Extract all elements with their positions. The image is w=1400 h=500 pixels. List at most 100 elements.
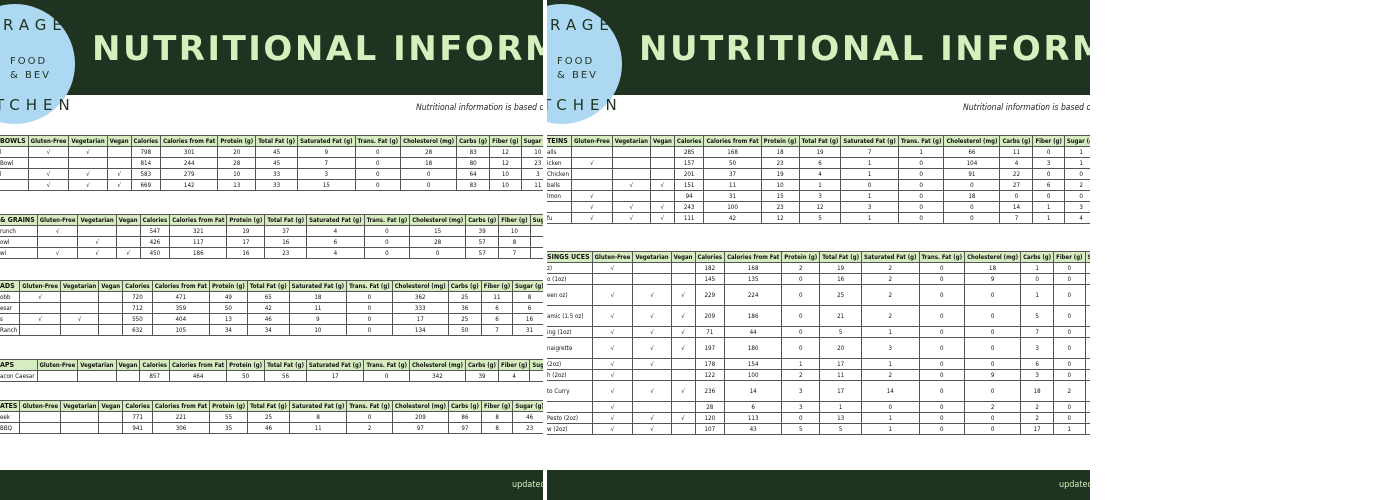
cell-carbs: 3 — [1020, 369, 1055, 381]
cell-cal: 857 — [139, 370, 170, 382]
cell-sat: 2 — [861, 273, 920, 285]
cell-fatcal: 186 — [724, 305, 783, 327]
cell-vegan: √ — [670, 337, 696, 359]
column-header: Total Fat (g) — [264, 359, 307, 371]
cell-cal: 94 — [673, 190, 705, 202]
column-header: Fiber (g) — [498, 214, 531, 226]
cell-trans: 0 — [897, 179, 945, 191]
cell-sat: 11 — [288, 302, 348, 314]
cell-fiber: 0 — [1032, 168, 1065, 180]
cell-trans: 0 — [354, 179, 402, 191]
table-row: l √ √ √ 583 279 10 33 3 0 0 64 10 3 — [0, 168, 543, 180]
logo-text-bottom: TCHEN — [547, 96, 623, 114]
cell-gf: √ — [591, 262, 634, 274]
cell-sat: 9 — [288, 313, 348, 325]
cell-carbs: 97 — [447, 422, 482, 434]
cell-vegan: √ — [650, 201, 675, 213]
cell-fatcal: 180 — [724, 337, 783, 359]
cell-trans: 0 — [918, 423, 966, 435]
cell-carbs: 0 — [1020, 273, 1055, 285]
cell-protein: 23 — [760, 201, 800, 213]
cell-fat: 37 — [264, 225, 308, 237]
cell-trans: 0 — [346, 302, 393, 314]
cell-trans: 0 — [354, 146, 402, 158]
cell-chol: 0 — [400, 168, 458, 180]
cell-trans: 0 — [897, 201, 945, 213]
cell-protein: 2 — [781, 369, 821, 381]
cell-sat: 4 — [306, 247, 365, 259]
column-header: Total Fat (g) — [798, 135, 842, 147]
cell-veg — [611, 157, 652, 169]
cell-fatcal: 306 — [151, 422, 211, 434]
cell-gf — [19, 411, 62, 423]
cell-cal: 28 — [694, 401, 726, 413]
cell-trans: 0 — [346, 411, 393, 423]
cell-protein: 3 — [781, 401, 821, 413]
cell-carbs: 83 — [456, 146, 491, 158]
nutrition-table: APS Gluten-Free Vegetarian Vegan Calories Cal… — [0, 359, 543, 382]
cell-cal: 229 — [694, 284, 726, 306]
table-row: to Curry√√√2361431714001825 — [547, 380, 1090, 402]
cell-trans: 0 — [363, 370, 410, 382]
cell-veg — [60, 411, 100, 423]
cell-chol: 362 — [391, 291, 449, 303]
cell-veg — [60, 324, 100, 336]
item-name: icken — [547, 157, 572, 169]
cell-sugar: 4 — [1063, 212, 1090, 224]
cell-protein: 0 — [781, 326, 821, 338]
cell-fatcal: 100 — [703, 201, 762, 213]
cell-sat: 2 — [861, 262, 920, 274]
cell-cal: 669 — [130, 179, 162, 191]
item-name: h (2oz) — [547, 369, 593, 381]
cell-fiber: 2 — [1053, 380, 1086, 402]
cell-fatcal: 6 — [724, 401, 783, 413]
cell-vegan — [670, 273, 696, 285]
cell-trans: 0 — [897, 168, 945, 180]
cell-chol: 0 — [964, 305, 1022, 327]
table-row: runch√ 5473211937401539109 — [0, 225, 543, 237]
cell-chol: 66 — [943, 146, 1001, 158]
cell-sat: 0 — [840, 179, 899, 191]
cell-chol: 0 — [409, 247, 467, 259]
cell-fiber: 11 — [480, 291, 514, 303]
cell-fiber: 4 — [497, 370, 531, 382]
cell-fiber: 0 — [1053, 273, 1086, 285]
cell-veg — [60, 422, 100, 434]
cell-vegan — [98, 422, 124, 434]
cell-gf — [19, 324, 62, 336]
column-header: Calories — [130, 135, 162, 147]
cell-cal: 243 — [673, 201, 705, 213]
cell-fiber: 10 — [489, 168, 522, 180]
cell-chol: 0 — [943, 201, 1001, 213]
cell-cal: 720 — [122, 291, 153, 303]
cell-veg: √ — [632, 284, 672, 306]
nutrition-panel-left: NUTRITIONAL INFORMATION RAGE FOOD & BEV … — [0, 0, 543, 500]
cell-chol: 18 — [943, 190, 1001, 202]
column-header: Vegetarian — [77, 214, 117, 226]
cell-fat: 17 — [819, 380, 863, 402]
cell-fat: 13 — [819, 412, 863, 424]
cell-fiber: 1 — [1032, 212, 1065, 224]
table-row: √ √ √ 243 100 23 12 3 0 0 14 1 3 — [547, 201, 1090, 213]
nutrition-table: BOWLS Gluten-Free Vegetarian Vegan Calories C… — [0, 135, 543, 191]
cell-carbs: 86 — [447, 411, 482, 423]
cell-carbs: 25 — [447, 313, 482, 325]
cell-chol: 0 — [964, 380, 1022, 402]
cell-sat: 14 — [861, 380, 920, 402]
cell-trans: 0 — [918, 262, 966, 274]
column-header: Calories — [122, 280, 153, 292]
cell-carbs: 18 — [1020, 380, 1055, 402]
cell-protein: 50 — [208, 302, 248, 314]
cell-trans: 0 — [346, 324, 393, 336]
cell-fatcal: 117 — [169, 236, 228, 248]
item-name: naigrette — [547, 337, 593, 359]
cell-sat: 2 — [861, 284, 920, 306]
column-header: Carbs (g) — [1020, 251, 1055, 263]
cell-carbs: 36 — [447, 302, 482, 314]
cell-veg: √ — [632, 412, 672, 424]
column-header: Gluten-Free — [591, 251, 634, 263]
cell-veg — [632, 369, 672, 381]
cell-veg: √ — [60, 313, 100, 325]
cell-gf: √ — [591, 305, 634, 327]
cell-vegan — [98, 291, 124, 303]
